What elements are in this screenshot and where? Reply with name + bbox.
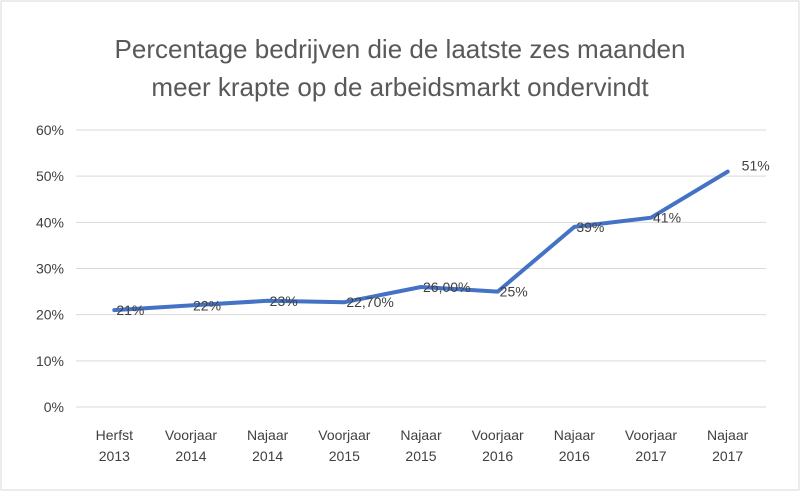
chart-title-line-1: Percentage bedrijven die de laatste zes … xyxy=(115,34,686,64)
y-tick-label: 40% xyxy=(36,214,64,230)
series xyxy=(112,169,730,313)
series-line xyxy=(112,169,730,313)
data-label: 41% xyxy=(653,210,681,226)
data-label: 23% xyxy=(270,293,298,309)
y-tick-label: 0% xyxy=(44,399,64,415)
x-tick-label: Najaar 2015 xyxy=(400,427,442,464)
y-tick-label: 20% xyxy=(36,307,64,323)
x-axis-ticks: Herfst 2013 Voorjaar 2014 Najaar 2014 Voorjaar… xyxy=(96,427,749,464)
y-tick-label: 60% xyxy=(36,122,64,138)
data-label: 22% xyxy=(193,297,221,313)
chart-title-line-2: meer krapte op de arbeidsmarkt ondervind… xyxy=(151,72,649,102)
x-tick-label: Voorjaar 2014 xyxy=(165,427,217,464)
x-tick-label: Najaar 2016 xyxy=(554,427,596,464)
data-label: 21% xyxy=(116,302,144,318)
data-label: 25% xyxy=(500,284,528,300)
data-labels: 21% 22% 23% 22,70% 26,00% 25% 39% 41% 51% xyxy=(116,158,769,318)
x-tick-label: Voorjaar 2016 xyxy=(472,427,524,464)
x-tick-label: Najaar 2017 xyxy=(707,427,749,464)
x-tick-label: Herfst 2013 xyxy=(96,427,133,464)
y-tick-label: 30% xyxy=(36,261,64,277)
data-label: 39% xyxy=(576,219,604,235)
y-axis-ticks: 0% 10% 20% 30% 40% 50% 60% xyxy=(36,122,64,415)
y-tick-label: 50% xyxy=(36,168,64,184)
x-tick-label: Voorjaar 2017 xyxy=(625,427,677,464)
x-tick-label: Voorjaar 2015 xyxy=(318,427,370,464)
y-tick-label: 10% xyxy=(36,353,64,369)
x-tick-label: Najaar 2014 xyxy=(247,427,289,464)
data-label: 26,00% xyxy=(423,279,470,295)
data-label: 51% xyxy=(742,158,770,174)
gridlines xyxy=(76,129,766,408)
data-label: 22,70% xyxy=(346,294,393,310)
